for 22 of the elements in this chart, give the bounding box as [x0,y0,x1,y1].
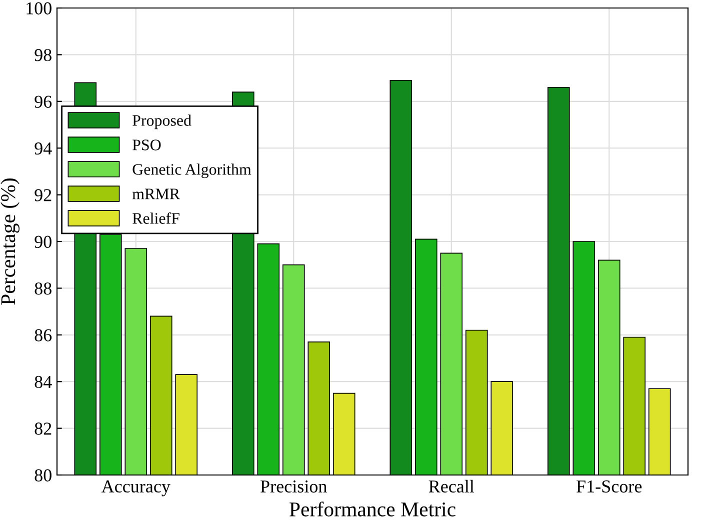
legend-label: mRMR [132,188,180,200]
legend-label: ReliefF [132,212,180,224]
x-tick-label: Recall [428,480,474,493]
legend-label: Proposed [132,114,192,130]
y-tick-label: 98 [34,48,52,62]
legend-label: Genetic Algorithm [132,164,252,178]
y-tick-label: 100 [26,2,52,14]
y-tick-label: 92 [34,189,52,202]
x-axis-title: Performance Metric [290,502,456,516]
y-tick-label: 84 [34,376,52,388]
y-axis-title: Percentage (%) [0,178,20,305]
y-tick-label: 80 [34,469,52,482]
y-tick-label: 96 [34,96,52,108]
x-tick-label: F1-Score [576,480,642,493]
x-tick-label: Precision [260,480,327,493]
y-tick-label: 88 [34,282,52,295]
y-tick-label: 82 [34,422,52,435]
y-tick-label: 90 [34,236,52,248]
y-tick-label: 86 [34,329,52,342]
x-tick-label: Accuracy [101,480,170,496]
y-tick-label: 94 [34,142,52,155]
legend-label: PSO [132,140,161,150]
